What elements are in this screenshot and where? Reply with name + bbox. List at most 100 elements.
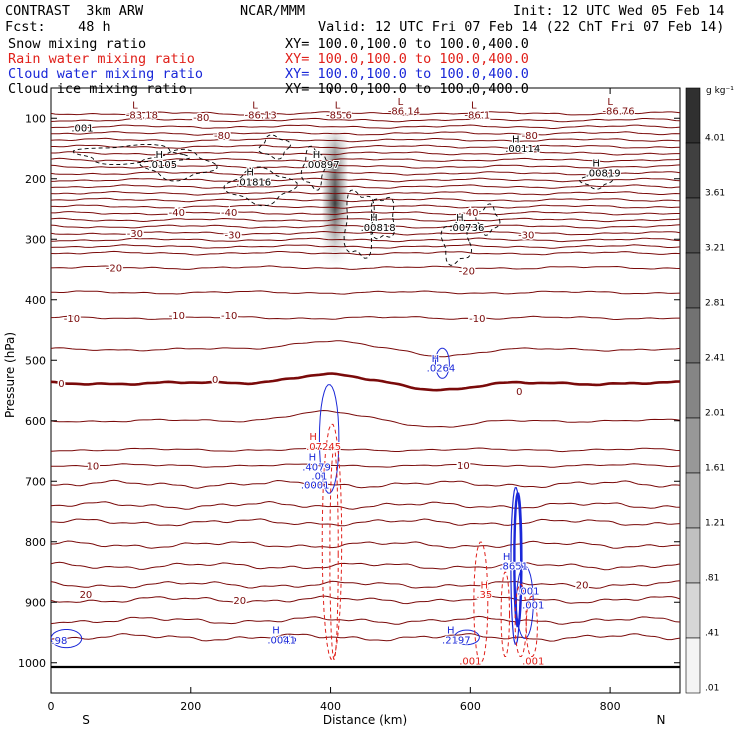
isotherm-line — [51, 250, 680, 256]
extremum-label: L — [132, 101, 138, 112]
x-tick-label: 200 — [180, 700, 201, 713]
colorbar-tick-label: .81 — [705, 573, 719, 583]
isotherm-line — [51, 463, 680, 468]
isotherm-line — [51, 164, 680, 169]
y-tick-label: 600 — [25, 415, 46, 428]
isotherm-lines — [51, 111, 680, 642]
x-axis-label: Distance (km) — [323, 713, 407, 727]
isotherm-line — [51, 211, 680, 216]
field-cloudwater-label: Cloud water mixing ratio — [8, 66, 204, 82]
isotherm-line — [51, 500, 680, 510]
isotherm-label: 0 — [516, 387, 522, 398]
south-label: S — [82, 713, 90, 727]
cloud-ice-contour — [475, 203, 501, 236]
isotherm-label: -30 — [127, 229, 143, 240]
x-tick-label: 400 — [320, 700, 341, 713]
field-cloudwater-xy: XY= 100.0,100.0 to 100.0,400.0 — [285, 66, 529, 82]
extremum-label: .07245 — [306, 442, 341, 453]
cloud-ice-contour — [223, 166, 298, 207]
colorbar-tick-label: 2.01 — [705, 408, 725, 418]
y-tick-label: 300 — [25, 233, 46, 246]
colorbar-swatch — [685, 582, 701, 639]
extremum-label: -86.14 — [388, 107, 420, 118]
colorbar-swatch — [685, 252, 701, 309]
isotherm-line — [51, 518, 680, 527]
colorbar-tick-label: 1.21 — [705, 518, 725, 528]
field-snow-xy: XY= 100.0,100.0 to 100.0,400.0 — [285, 36, 529, 52]
field-cloudice-label: Cloud ice mixing ratio — [8, 81, 187, 97]
rain-contour — [514, 583, 527, 657]
isotherm-line — [51, 340, 680, 358]
isotherm-label: -40 — [462, 208, 478, 219]
extremum-label: -85.6 — [326, 110, 352, 121]
rain-contour — [473, 541, 489, 663]
extremum-label: H — [309, 432, 317, 443]
extremum-label: -83.18 — [126, 110, 158, 121]
isotherm-line — [51, 224, 680, 229]
extremum-label: -86.13 — [245, 110, 277, 121]
model-title: CONTRAST 3km ARW — [5, 3, 144, 19]
colorbar-tick-label: 1.61 — [705, 463, 725, 473]
isotherm-line — [51, 124, 680, 130]
isotherm-line — [51, 190, 680, 196]
colorbar-tick-label: 2.41 — [705, 353, 725, 363]
plot-frame — [50, 87, 681, 694]
isotherm-label: 20 — [80, 590, 93, 601]
isotherm-line — [51, 230, 680, 236]
extremum-label: L — [607, 97, 613, 108]
isotherm-label: 0 — [58, 379, 64, 390]
y-tick-label: 500 — [25, 354, 46, 367]
isotherm-line — [51, 561, 680, 571]
extremum-label: .01 — [311, 471, 327, 482]
extremum-label: .001 — [522, 657, 544, 668]
extremum-label: -86.76 — [602, 107, 634, 118]
isotherm-line — [51, 144, 680, 149]
y-tick-label: 800 — [25, 536, 46, 549]
isotherm-line — [51, 315, 680, 321]
cloud-ice-contours — [72, 134, 614, 266]
cloud-ice-contour — [72, 144, 190, 166]
extremum-label: .0041 — [267, 635, 296, 646]
extremum-label: H — [512, 134, 520, 145]
isotherm-label: 10 — [457, 461, 470, 472]
extremum-label: .0264 — [427, 364, 456, 375]
isotherm-label: -80 — [522, 131, 538, 142]
y-tick-label: 200 — [25, 173, 46, 186]
cloud-water-contour — [51, 629, 83, 649]
cloud-ice-contour — [370, 196, 396, 240]
colorbar: 4.01 3.61 3.21 2.81 2.41 2.01 1.61 1.21 .81 .41 .0… — [685, 87, 725, 694]
source-title: NCAR/MMM — [240, 3, 306, 19]
isotherm-line — [51, 290, 680, 295]
isotherm-line — [51, 595, 680, 605]
plot-area: -80 -80 -80 -40 -40 -40 -30 -30 -30 -20 -20 -10 -10 -… — [51, 96, 680, 669]
cloud-water-contours — [51, 347, 534, 649]
rain-contour — [525, 595, 538, 657]
extremum-label: H — [503, 552, 511, 563]
cloud-ice-contour — [440, 218, 473, 266]
isotherm-line — [51, 217, 680, 223]
y-tick-label: 400 — [25, 294, 46, 307]
colorbar-swatch — [685, 142, 701, 199]
extremum-label: .00819 — [586, 168, 621, 179]
colorbar-swatch — [685, 637, 701, 694]
isotherm-line — [51, 117, 680, 123]
colorbar-units: g kg⁻¹ — [706, 86, 734, 96]
isotherm-line — [51, 633, 680, 642]
cloud-ice-contour — [579, 170, 614, 190]
isotherm-label: -20 — [106, 264, 122, 275]
extremum-label: .0001 — [301, 481, 330, 492]
extremum-label: .35 — [476, 590, 492, 601]
isotherm-label: -80 — [214, 131, 230, 142]
extremum-label: H — [272, 626, 280, 637]
init-time: Init: 12 UTC Wed 05 Feb 14 — [513, 3, 725, 19]
colorbar-swatch — [685, 87, 701, 144]
isotherm-label: 10 — [87, 462, 100, 473]
extremum-label: H — [156, 150, 164, 161]
isotherm-line — [51, 237, 680, 243]
isotherm-label: -10 — [64, 314, 80, 325]
isotherm-line — [51, 197, 680, 203]
field-rain-label: Rain water mixing ratio — [8, 51, 195, 67]
x-axis: 0 200 400 600 800 — [48, 88, 621, 713]
